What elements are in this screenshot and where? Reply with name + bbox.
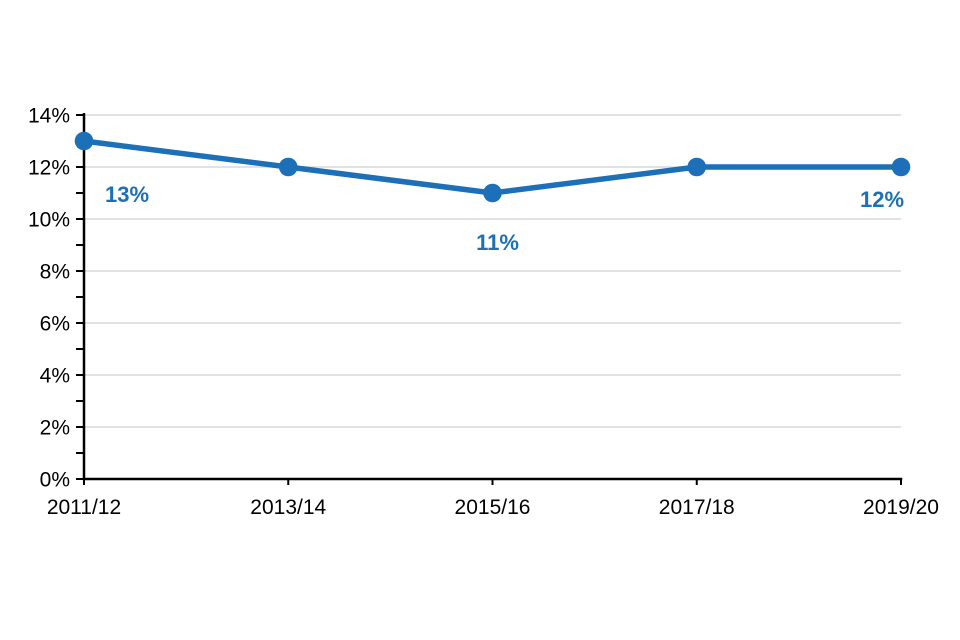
x-tick-label: 2011/12	[47, 496, 121, 519]
data-point-label: 11%	[476, 230, 519, 255]
y-tick-label: 2%	[40, 417, 70, 440]
data-point	[891, 157, 911, 177]
x-tick-label: 2019/20	[863, 496, 939, 519]
data-point-label: 12%	[860, 187, 904, 212]
y-tick-label: 8%	[40, 261, 70, 284]
y-tick-label: 10%	[28, 209, 70, 232]
y-tick-label: 0%	[40, 469, 70, 492]
data-point-label: 13%	[105, 182, 149, 207]
data-point	[74, 131, 94, 151]
x-tick-label: 2013/14	[250, 496, 326, 519]
y-tick-label: 4%	[40, 365, 70, 388]
y-tick-label: 6%	[40, 313, 70, 336]
x-tick-label: 2017/18	[659, 496, 735, 519]
data-point	[483, 183, 502, 203]
y-tick-label: 14%	[28, 105, 70, 128]
data-point	[687, 157, 707, 177]
x-tick-label: 2015/16	[455, 496, 531, 519]
data-point	[278, 157, 298, 177]
y-tick-label: 12%	[28, 157, 70, 180]
